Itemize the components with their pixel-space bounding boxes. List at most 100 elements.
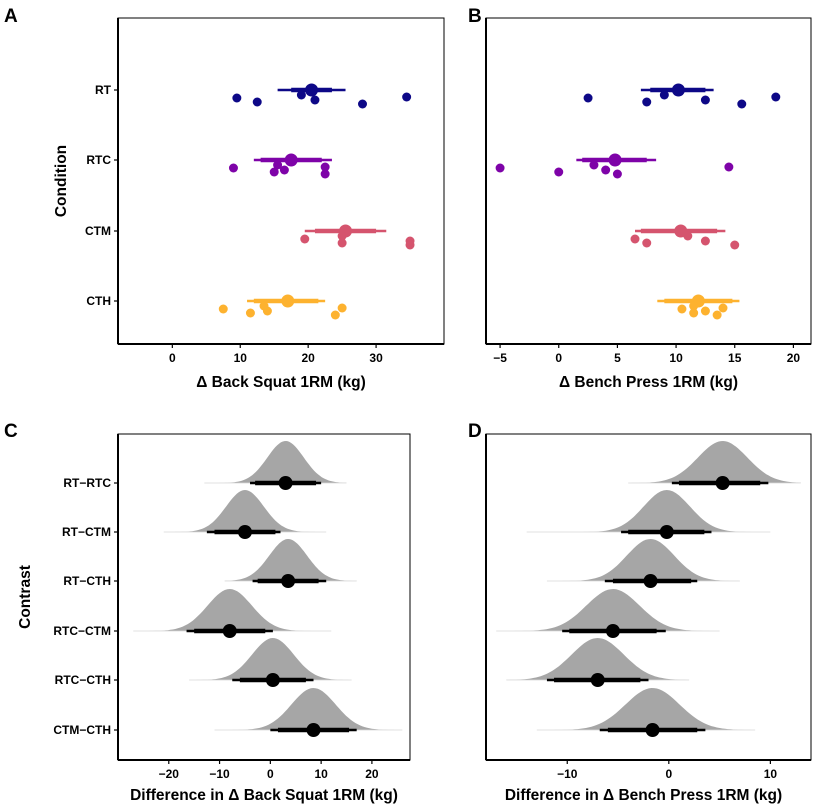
y-tick-label: CTM — [85, 224, 111, 238]
x-tick-label: 0 — [169, 351, 176, 365]
series-ctm — [300, 224, 415, 250]
x-tick-label: 20 — [365, 767, 379, 781]
x-tick-label: −20 — [159, 767, 180, 781]
data-point — [689, 308, 699, 318]
data-point — [601, 165, 611, 175]
contrast-3 — [133, 589, 332, 638]
data-point — [724, 162, 734, 172]
contrast-0 — [628, 441, 801, 490]
data-point — [337, 303, 347, 313]
panel-c: C −20 −10 0 10 20 Difference in Δ Back Squat 1… — [4, 421, 411, 804]
data-point — [554, 167, 564, 177]
median-point — [237, 525, 252, 539]
y-axis-title: Condition — [53, 145, 70, 217]
data-point — [296, 90, 306, 100]
x-axis-title: Δ Back Squat 1RM (kg) — [196, 374, 366, 391]
x-tick-label: 20 — [787, 351, 801, 365]
x-tick-label: 0 — [267, 767, 274, 781]
x-tick-label: 20 — [301, 351, 315, 365]
plot-frame — [117, 17, 445, 345]
data-point — [583, 93, 593, 103]
density-slab — [189, 638, 352, 680]
data-point — [300, 234, 310, 244]
density-slab — [214, 688, 403, 730]
median-point — [715, 476, 730, 490]
x-axis-title: Δ Bench Press 1RM (kg) — [559, 374, 738, 391]
y-axis-title: Contrast — [17, 565, 34, 629]
median-point — [265, 673, 280, 687]
y-tick-label: RTC−CTH — [55, 673, 111, 687]
plot-frame — [485, 17, 812, 345]
density-slab — [163, 490, 327, 532]
data-point — [683, 231, 693, 241]
data-point — [405, 240, 415, 250]
data-point — [232, 93, 242, 103]
median-point — [659, 525, 674, 539]
contrast-1 — [526, 490, 771, 539]
contrast-2 — [546, 539, 740, 588]
panel-label: B — [468, 6, 482, 27]
x-tick-label: 0 — [665, 767, 672, 781]
contrast-3 — [496, 589, 720, 638]
contrast-5 — [536, 688, 756, 737]
density-slab — [536, 688, 756, 730]
series-rtc — [228, 153, 332, 179]
data-point — [252, 97, 262, 107]
data-point — [337, 238, 347, 248]
x-tick-label: 10 — [314, 767, 328, 781]
median-point — [645, 723, 660, 737]
data-point — [337, 231, 347, 241]
data-point — [218, 304, 228, 314]
data-point — [659, 90, 669, 100]
x-tick-label: −5 — [493, 351, 507, 365]
data-point — [228, 163, 238, 173]
contrast-0 — [204, 441, 347, 490]
y-tick-label: CTM−CTH — [53, 723, 111, 737]
data-point — [689, 301, 699, 311]
median-point — [608, 153, 622, 167]
data-point — [320, 169, 330, 179]
contrast-5 — [214, 688, 403, 737]
y-tick-label: RT−RTC — [63, 476, 111, 490]
data-point — [730, 240, 740, 250]
panel-label: A — [4, 6, 18, 27]
x-tick-label: 10 — [669, 351, 683, 365]
data-point — [642, 97, 652, 107]
series-ctm — [630, 224, 740, 250]
data-point — [700, 306, 710, 316]
data-point — [700, 95, 710, 105]
series-rt — [583, 83, 781, 109]
data-point — [677, 304, 687, 314]
data-point — [402, 92, 412, 102]
median-point — [281, 574, 296, 588]
panel-b: B −5 0 5 10 15 20 Δ Bench Press 1RM (kg) — [468, 6, 812, 391]
x-tick-label: 5 — [614, 351, 621, 365]
x-tick-label: 0 — [555, 351, 562, 365]
y-tick-label: CTH — [86, 294, 111, 308]
y-tick-label: RT — [95, 83, 112, 97]
data-point — [612, 169, 622, 179]
series-rtc — [495, 153, 734, 179]
median-point — [306, 723, 321, 737]
density-slab — [628, 441, 801, 483]
x-tick-label: −10 — [209, 767, 230, 781]
data-point — [737, 99, 747, 109]
series-cth — [218, 294, 347, 320]
contrast-4 — [189, 638, 352, 687]
data-point — [310, 95, 320, 105]
median-point — [643, 574, 658, 588]
panel-d: D −10 0 10 Difference in Δ Bench Press 1RM (… — [468, 421, 812, 804]
data-point — [718, 303, 728, 313]
panel-label: C — [4, 421, 18, 442]
median-point — [278, 476, 293, 490]
data-point — [700, 236, 710, 246]
x-tick-label: 15 — [728, 351, 742, 365]
density-slab — [496, 589, 720, 631]
data-point — [330, 310, 340, 320]
data-point — [630, 234, 640, 244]
median-point — [671, 83, 685, 97]
density-slab — [224, 539, 357, 581]
data-point — [589, 160, 599, 170]
data-point — [495, 163, 505, 173]
median-point — [605, 624, 620, 638]
